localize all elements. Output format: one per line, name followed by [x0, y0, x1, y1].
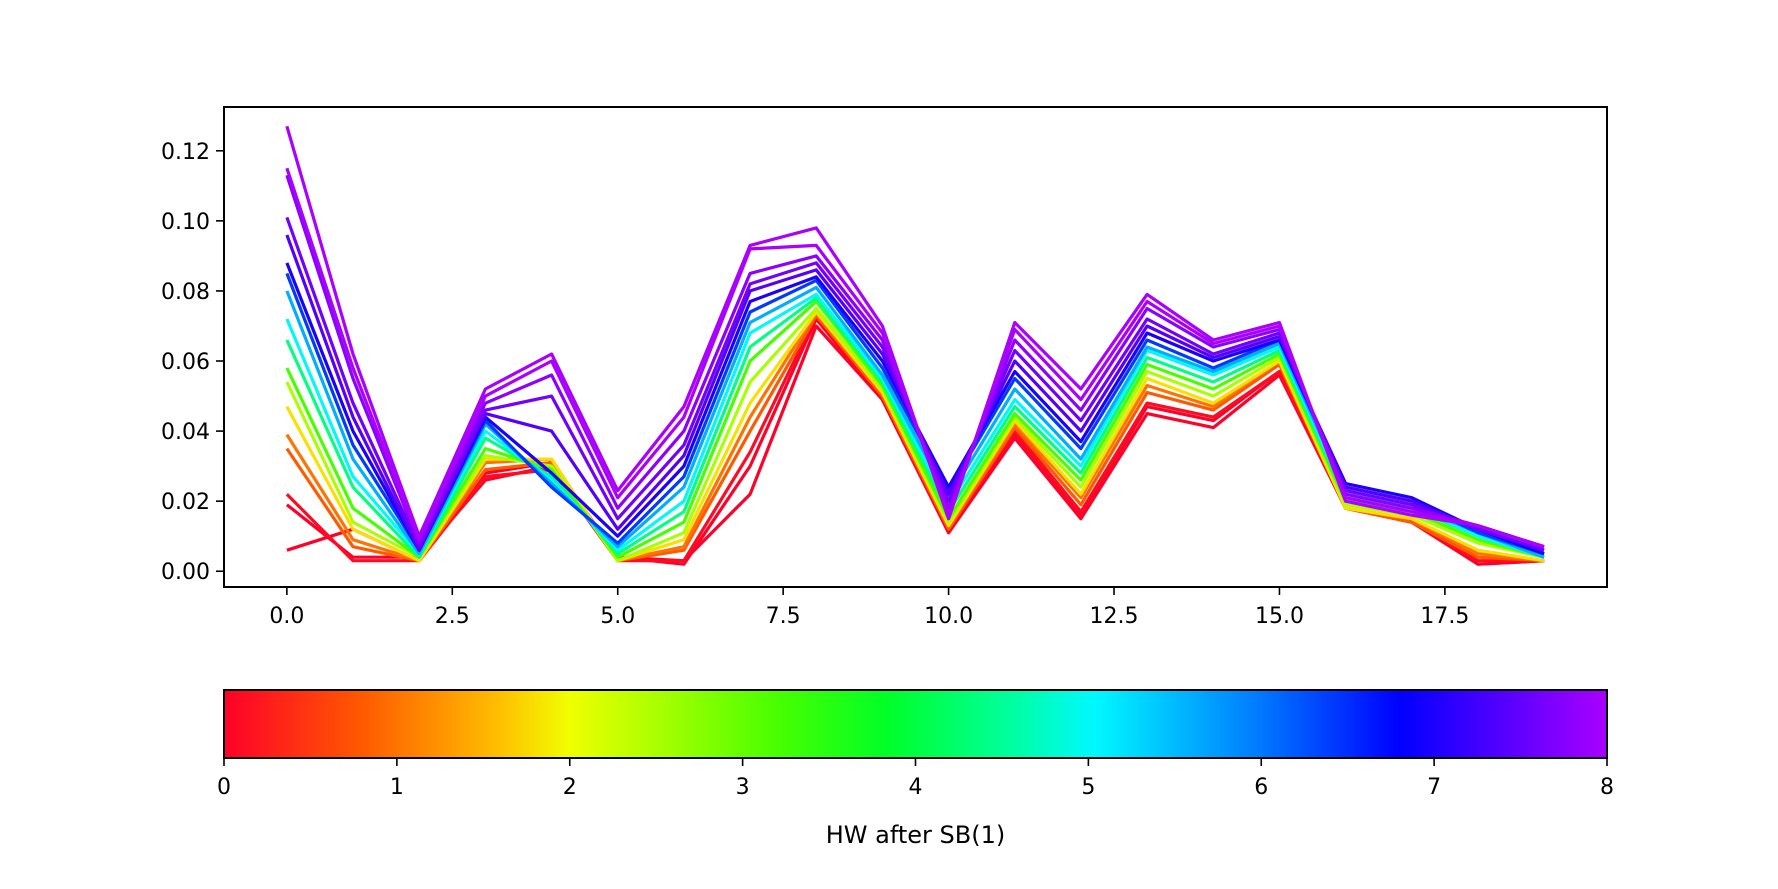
colorbar-tick-label: 7 — [1427, 775, 1441, 800]
y-tick-label: 0.10 — [161, 210, 210, 235]
x-tick-label: 5.0 — [600, 604, 635, 629]
x-tick-label: 10.0 — [924, 604, 973, 629]
colorbar-tick-label: 4 — [909, 775, 923, 800]
colorbar — [223, 689, 1608, 759]
colorbar-tick-label: 2 — [563, 775, 577, 800]
x-tick-label: 0.0 — [269, 604, 304, 629]
colorbar-tick-label: 8 — [1600, 775, 1614, 800]
colorbar-tick-label: 6 — [1254, 775, 1268, 800]
y-tick-label: 0.00 — [161, 560, 210, 585]
x-tick-label: 12.5 — [1090, 604, 1139, 629]
colorbar-tick-label: 5 — [1081, 775, 1095, 800]
colorbar-label: HW after SB(1) — [826, 821, 1006, 849]
y-tick-label: 0.06 — [161, 350, 210, 375]
plot-frame — [223, 106, 1608, 588]
x-tick-label: 15.0 — [1255, 604, 1304, 629]
y-axis: 0.00 0.02 0.04 0.06 0.08 0.10 0.12 — [161, 140, 224, 585]
x-tick-label: 7.5 — [766, 604, 801, 629]
x-tick-label: 17.5 — [1420, 604, 1469, 629]
y-tick-label: 0.04 — [161, 420, 210, 445]
y-tick-label: 0.02 — [161, 490, 210, 515]
y-tick-label: 0.08 — [161, 280, 210, 305]
series-line-17 — [285, 125, 1545, 549]
colorbar-tick-label: 0 — [217, 775, 231, 800]
x-tick-label: 2.5 — [435, 604, 470, 629]
colorbar-tick-label: 1 — [390, 775, 404, 800]
x-axis: 0.0 2.5 5.0 7.5 10.0 12.5 15.0 17.5 — [269, 587, 1469, 629]
y-tick-label: 0.12 — [161, 140, 210, 165]
series-layer — [285, 125, 1545, 566]
colorbar-axis: 0 1 2 3 4 5 6 7 8 — [217, 758, 1614, 800]
colorbar-tick-label: 3 — [736, 775, 750, 800]
